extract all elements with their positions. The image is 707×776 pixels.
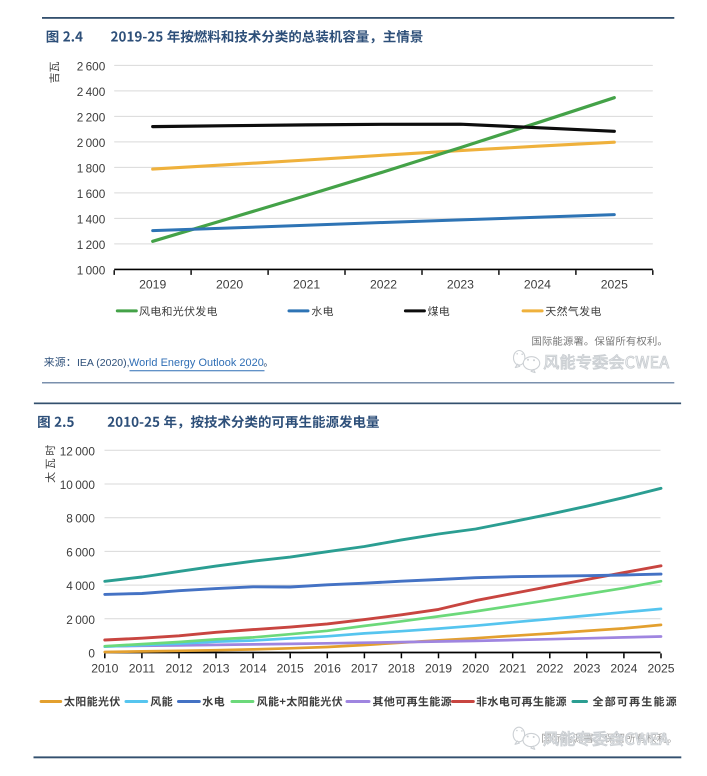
svg-text:2024: 2024 <box>524 278 551 292</box>
svg-text:12 000: 12 000 <box>60 444 96 458</box>
svg-text:2023: 2023 <box>447 278 474 292</box>
svg-text:2 000: 2 000 <box>77 136 106 150</box>
svg-text:2 200: 2 200 <box>77 110 106 124</box>
svg-text:2019: 2019 <box>139 278 166 292</box>
svg-text:2022: 2022 <box>370 278 397 292</box>
svg-text:2025: 2025 <box>647 661 674 675</box>
svg-text:1 800: 1 800 <box>77 161 106 175</box>
svg-text:1 600: 1 600 <box>77 187 106 201</box>
svg-text:2015: 2015 <box>277 661 304 675</box>
svg-text:2017: 2017 <box>351 661 378 675</box>
svg-text:2016: 2016 <box>314 661 341 675</box>
svg-text:2014: 2014 <box>240 661 267 675</box>
svg-text:2022: 2022 <box>536 661 563 675</box>
svg-text:2024: 2024 <box>610 661 637 675</box>
svg-text:2020: 2020 <box>216 278 243 292</box>
svg-text:8 000: 8 000 <box>66 512 95 526</box>
svg-text:2 600: 2 600 <box>77 59 106 73</box>
svg-text:4 000: 4 000 <box>66 579 95 593</box>
svg-text:1 000: 1 000 <box>77 263 106 277</box>
svg-text:2020: 2020 <box>462 661 489 675</box>
svg-text:0: 0 <box>88 647 95 661</box>
svg-text:2012: 2012 <box>165 661 192 675</box>
svg-text:2011: 2011 <box>129 661 155 675</box>
svg-text:1 400: 1 400 <box>77 212 106 226</box>
svg-text:IEA (2020),: IEA (2020), <box>77 357 130 369</box>
svg-text:2013: 2013 <box>202 661 229 675</box>
svg-text:2010: 2010 <box>91 661 118 675</box>
svg-text:2 400: 2 400 <box>77 85 106 99</box>
svg-text:2018: 2018 <box>388 661 415 675</box>
svg-text:10 000: 10 000 <box>60 478 96 492</box>
svg-text:1 200: 1 200 <box>77 238 106 252</box>
svg-text:6 000: 6 000 <box>66 545 95 559</box>
svg-text:2019: 2019 <box>425 661 452 675</box>
svg-text:2025: 2025 <box>601 278 628 292</box>
svg-text:2023: 2023 <box>573 661 600 675</box>
svg-text:2021: 2021 <box>499 661 526 675</box>
svg-text:2021: 2021 <box>293 278 320 292</box>
svg-text:World Energy Outlook 2020: World Energy Outlook 2020 <box>129 357 264 369</box>
svg-text:2 000: 2 000 <box>66 613 95 627</box>
